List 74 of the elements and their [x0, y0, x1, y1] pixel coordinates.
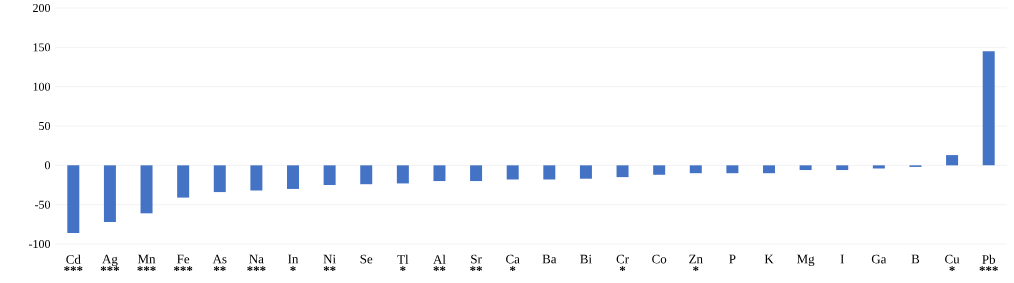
text: * — [949, 266, 955, 272]
text: ** — [213, 266, 226, 272]
y-tick-label: 0 — [44, 161, 51, 170]
bar — [579, 165, 592, 179]
text: *** — [64, 266, 83, 272]
x-tick-label: Se — [360, 254, 373, 264]
bar — [872, 165, 885, 169]
x-tick-label: Mg — [797, 254, 815, 267]
y-tick-label: 100 — [33, 82, 51, 91]
text: *** — [247, 266, 266, 272]
x-tick-label: Sr — [471, 254, 482, 264]
x-tick-label: K — [764, 254, 774, 264]
bar — [250, 165, 263, 191]
bar — [103, 165, 116, 222]
x-tick-label: Bi — [580, 254, 592, 264]
text: * — [693, 266, 699, 272]
text: * — [400, 266, 406, 272]
text: ** — [470, 266, 483, 272]
bar — [360, 165, 373, 185]
bar — [323, 165, 336, 185]
bar — [213, 165, 226, 193]
bar — [470, 165, 483, 182]
bar — [177, 165, 190, 198]
x-tick-label: P — [729, 254, 736, 264]
bar — [836, 165, 849, 171]
x-tick-label: Ni — [323, 254, 336, 264]
y-tick-label: 150 — [33, 43, 51, 52]
bar — [689, 165, 702, 174]
x-tick-label: As — [212, 254, 227, 264]
y-tick-label: 50 — [39, 121, 51, 131]
bar — [726, 165, 739, 174]
x-tick-label: Ag — [102, 254, 118, 267]
bar — [799, 165, 812, 171]
x-tick-label: Na — [249, 254, 264, 264]
x-tick-label: Zn — [689, 254, 703, 264]
y-tick-label: -50 — [34, 200, 51, 209]
text: *** — [100, 266, 120, 272]
text: * — [290, 266, 296, 272]
y-tick-label: -100 — [29, 239, 51, 249]
x-tick-label: In — [288, 254, 299, 264]
bar — [140, 165, 153, 214]
x-tick-label: I — [840, 254, 844, 264]
x-tick-label: Al — [433, 254, 446, 264]
text: ** — [323, 266, 336, 272]
x-tick-label: Cr — [616, 254, 629, 264]
x-tick-label: Cd — [66, 254, 81, 264]
bar — [763, 165, 776, 174]
x-tick-label: Ba — [542, 254, 557, 264]
x-tick-label: Ca — [506, 254, 520, 264]
bar — [396, 165, 409, 184]
x-tick-label: B — [911, 254, 920, 264]
x-tick-label: Tl — [397, 254, 409, 264]
bar — [67, 165, 80, 233]
x-tick-label: Pb — [982, 254, 996, 264]
bar — [616, 165, 629, 178]
text: * — [509, 266, 516, 272]
bar — [506, 165, 519, 180]
text: *** — [979, 266, 998, 272]
bar — [946, 155, 959, 166]
bar — [287, 165, 299, 189]
text: * — [619, 266, 626, 272]
text: *** — [137, 266, 156, 272]
bar — [543, 165, 556, 180]
x-tick-label: Mn — [137, 254, 156, 264]
bar — [433, 165, 446, 182]
text: *** — [173, 266, 193, 272]
x-tick-label: Ga — [871, 254, 887, 264]
x-tick-label: Co — [652, 254, 667, 264]
x-tick-label: Cu — [945, 254, 960, 264]
bar — [982, 51, 995, 166]
x-tick-label: Fe — [177, 254, 190, 264]
y-tick-label: 200 — [33, 3, 51, 13]
bar — [653, 165, 666, 175]
text: ** — [433, 266, 446, 272]
